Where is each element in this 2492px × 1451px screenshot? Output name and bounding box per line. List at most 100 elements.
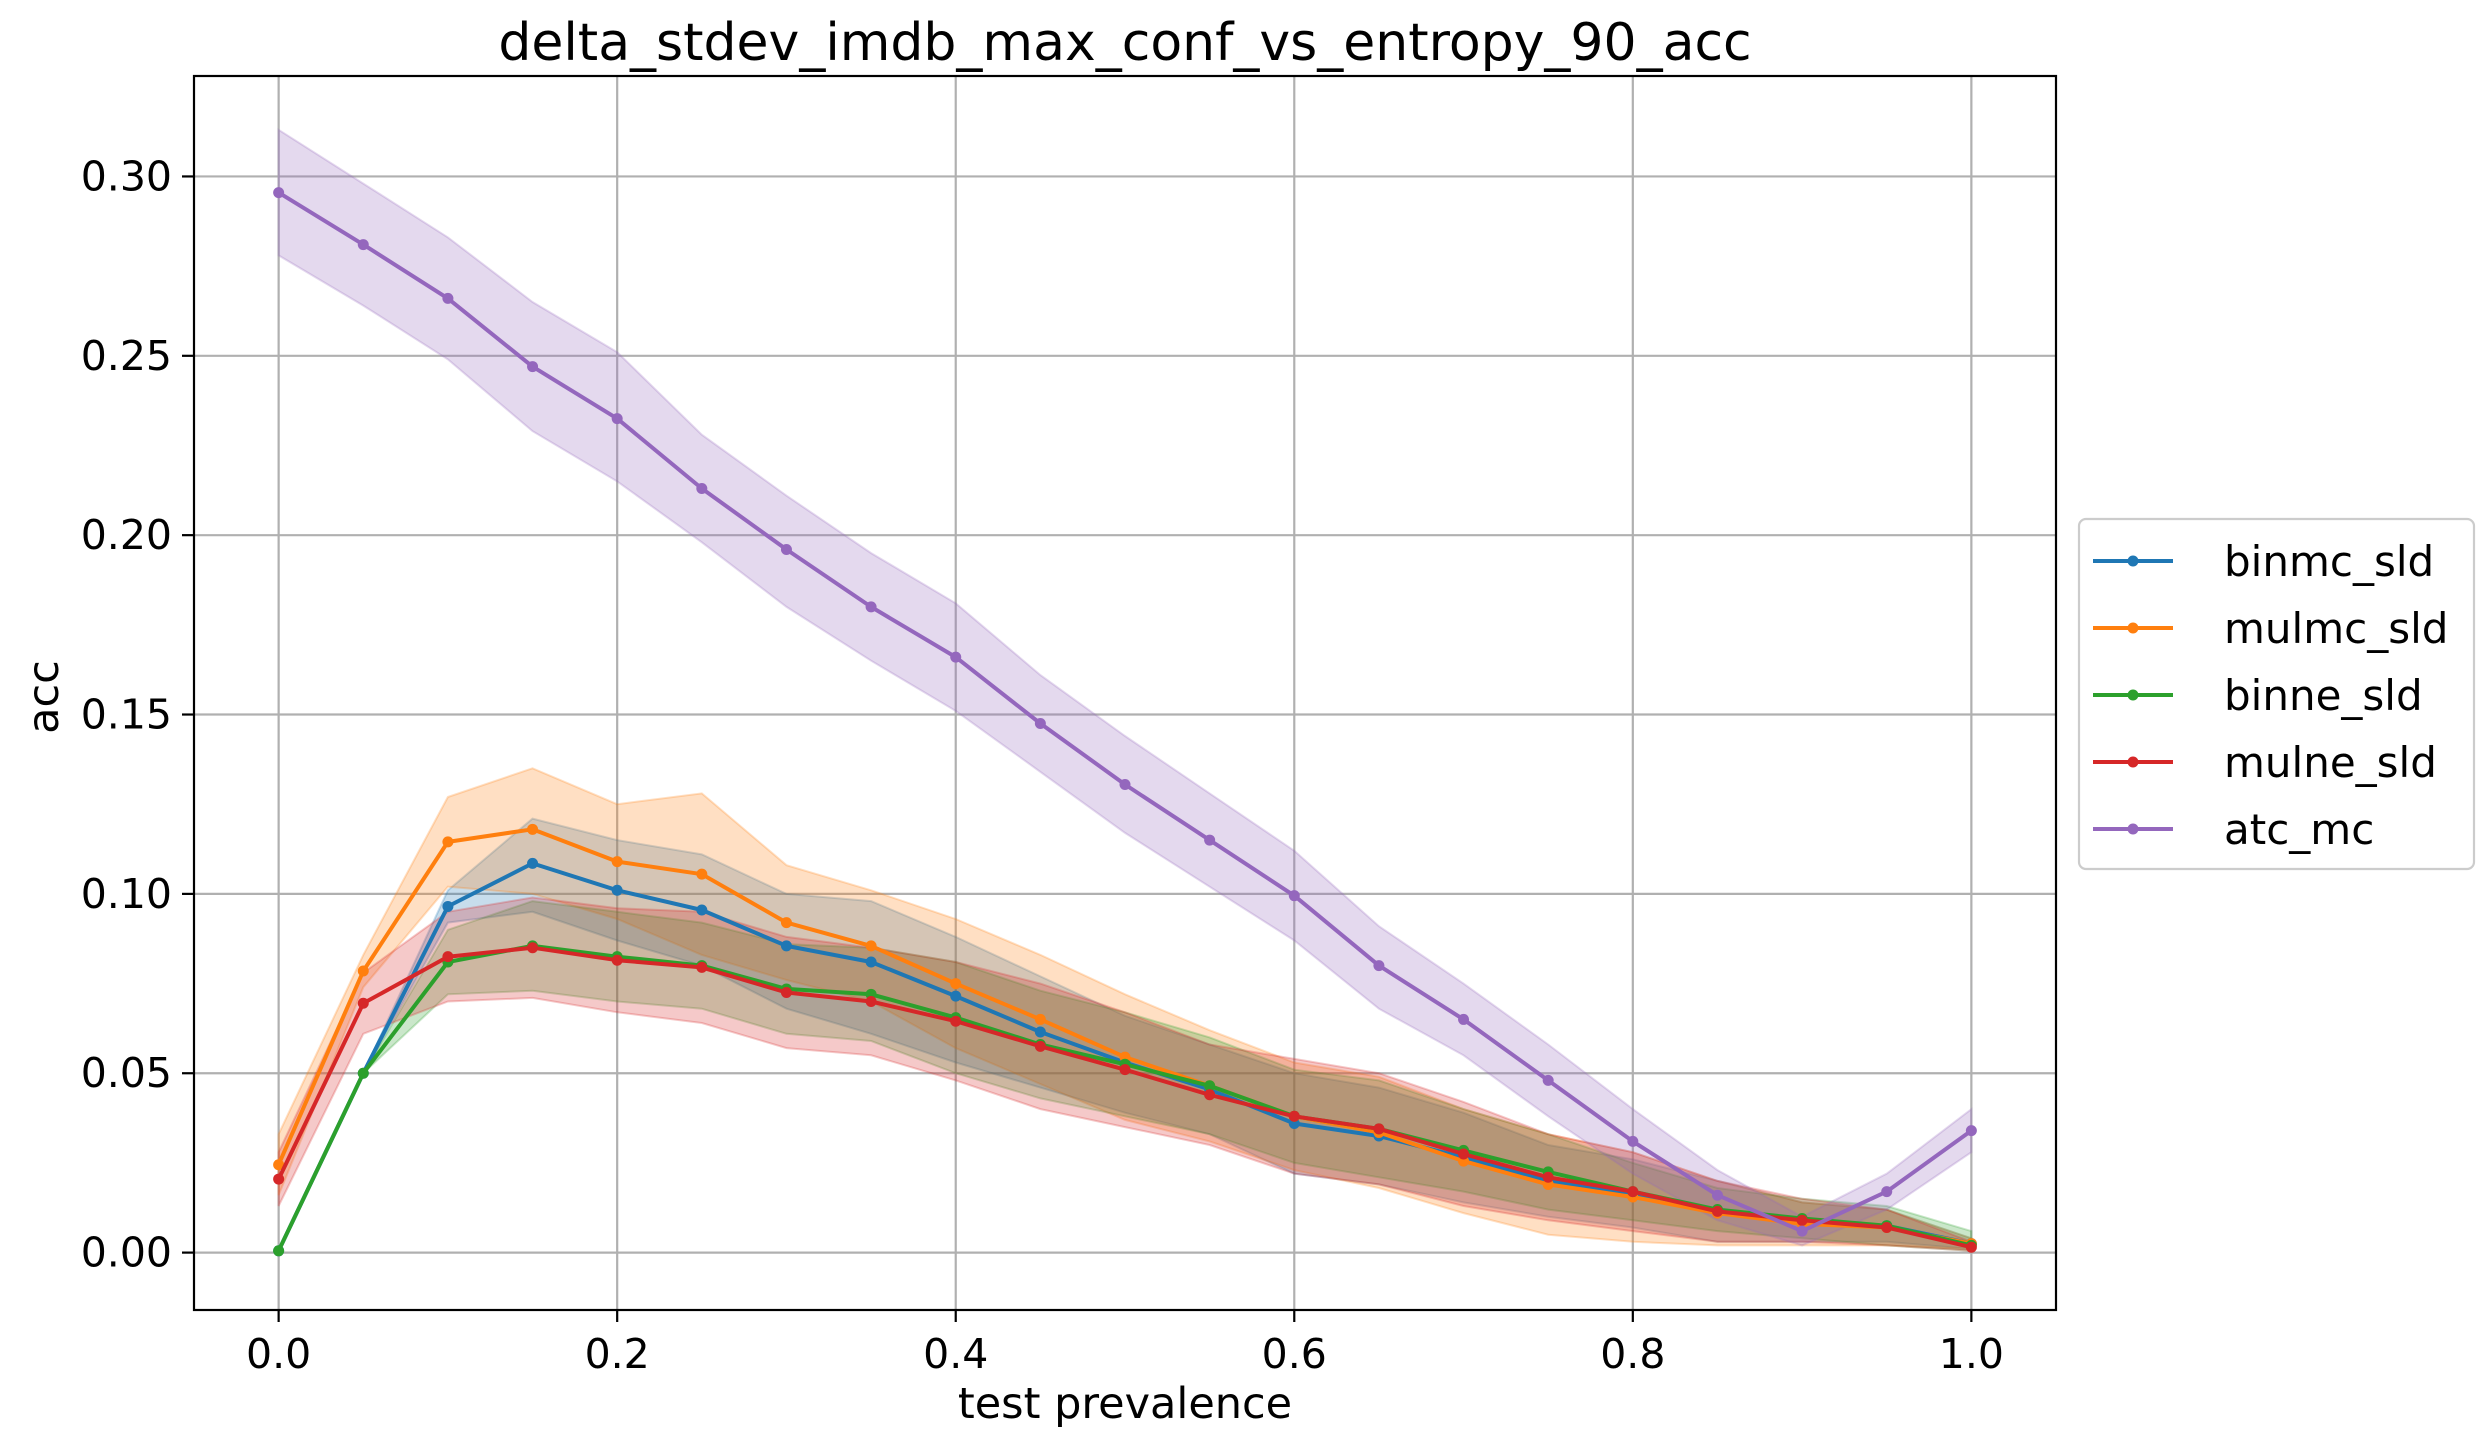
atc_mc-point xyxy=(1204,834,1216,846)
mulne_sld-point xyxy=(1965,1241,1977,1253)
mulne_sld-point xyxy=(1373,1123,1385,1135)
atc_mc-point xyxy=(357,239,369,251)
y-tick-label: 0.20 xyxy=(81,511,172,559)
chart-title: delta_stdev_imdb_max_conf_vs_entropy_90_… xyxy=(498,13,1751,73)
grid xyxy=(194,76,2056,1310)
mulmc_sld-point xyxy=(1034,1013,1046,1025)
mulne_sld-point xyxy=(1881,1221,1893,1233)
mulmc_sld-point xyxy=(357,965,369,977)
mulmc_sld-point xyxy=(527,823,539,835)
atc_mc-confidence-band xyxy=(277,127,1973,1247)
mulmc_sld-point xyxy=(950,978,962,990)
binmc_sld-point xyxy=(696,904,708,916)
legend-entries: binmc_sld mulmc_sld binne_sld mulne_sld atc_… xyxy=(2093,537,2448,854)
plot-area-frame xyxy=(192,74,2058,1312)
atc_mc-point xyxy=(1288,890,1300,902)
atc_mc-point xyxy=(527,361,539,373)
x-tick-label: 0.6 xyxy=(1262,1330,1327,1378)
atc_mc-point xyxy=(1796,1225,1808,1237)
mulne_sld-point xyxy=(1458,1148,1470,1160)
atc_mc-point xyxy=(1711,1189,1723,1201)
mulmc_sld-point xyxy=(442,836,454,848)
y-axis-label: acc xyxy=(19,660,69,734)
mulne_sld-point xyxy=(950,1015,962,1027)
mulne_sld-point xyxy=(865,996,877,1007)
legend-marker-mulne_sld xyxy=(2127,756,2139,768)
atc_mc-point xyxy=(950,651,962,663)
atc_mc-point xyxy=(780,544,792,556)
atc_mc-point xyxy=(1542,1074,1554,1086)
mulne_sld-point xyxy=(442,951,454,963)
legend-marker-binne_sld xyxy=(2127,689,2139,701)
mulne_sld-point xyxy=(1711,1205,1723,1217)
mulne_sld-point xyxy=(780,987,792,999)
y-tick-label: 0.25 xyxy=(81,332,172,380)
binmc_sld-point xyxy=(611,884,623,896)
mulne_sld-point xyxy=(1119,1064,1131,1076)
y-tick-label: 0.00 xyxy=(81,1229,172,1277)
atc_mc-point xyxy=(1373,960,1385,972)
binmc_sld-point xyxy=(442,900,454,912)
axis-ticks: 0.0 0.2 0.4 0.6 0.8 1.0 0.00 0.05 0.10 0.15 0.20 0.… xyxy=(81,152,2004,1378)
y-tick-label: 0.30 xyxy=(81,152,172,200)
binne_sld-point xyxy=(357,1067,369,1079)
mulne_sld-point xyxy=(527,942,539,954)
legend-box xyxy=(2077,517,2476,871)
legend-label-mulne_sld: mulne_sld xyxy=(2224,738,2437,787)
mulne_sld-point xyxy=(611,954,623,966)
y-tick-label: 0.10 xyxy=(81,870,172,918)
legend-label-binmc_sld: binmc_sld xyxy=(2224,537,2434,586)
atc_mc-point xyxy=(696,483,708,495)
binmc_sld-point xyxy=(865,956,877,968)
x-tick-label: 0.0 xyxy=(246,1330,311,1378)
confidence-bands xyxy=(277,127,1973,1252)
atc_mc-point xyxy=(1119,778,1131,790)
atc_mc-point xyxy=(1034,717,1046,729)
x-tick-label: 0.4 xyxy=(923,1330,988,1378)
binmc_sld-point xyxy=(1034,1026,1046,1038)
x-tick-label: 0.8 xyxy=(1600,1330,1665,1378)
mulmc_sld-point xyxy=(865,940,877,952)
mulne_sld-point xyxy=(1288,1110,1300,1122)
mulmc_sld-point xyxy=(696,868,708,880)
binmc_sld-point xyxy=(780,940,792,952)
binne_sld-point xyxy=(273,1245,285,1257)
legend-label-atc_mc: atc_mc xyxy=(2224,805,2374,854)
mulmc_sld-point xyxy=(273,1159,285,1171)
legend: binmc_sld mulmc_sld binne_sld mulne_sld atc_… xyxy=(2077,517,2476,871)
binne_sld-point xyxy=(1204,1080,1216,1092)
mulmc_sld-point xyxy=(780,917,792,929)
mulne_sld-point xyxy=(1542,1171,1554,1183)
x-axis-label: test prevalence xyxy=(958,1379,1292,1429)
mulne_sld-point xyxy=(696,961,708,973)
y-tick-label: 0.15 xyxy=(81,691,172,739)
mulne_sld-point xyxy=(1204,1089,1216,1101)
y-tick-label: 0.05 xyxy=(81,1049,172,1097)
mulne_sld-point xyxy=(273,1173,285,1185)
atc_mc-point xyxy=(273,187,285,199)
legend-marker-mulmc_sld xyxy=(2127,622,2139,634)
atc_mc-point xyxy=(1965,1125,1977,1137)
mulne_sld-point xyxy=(1034,1040,1046,1052)
mulne_sld-point xyxy=(1796,1214,1808,1226)
legend-marker-atc_mc xyxy=(2127,823,2139,835)
mulne_sld-point xyxy=(357,997,369,1009)
atc_mc-point xyxy=(611,413,623,425)
legend-label-binne_sld: binne_sld xyxy=(2224,671,2423,720)
atc_mc-point xyxy=(1458,1013,1470,1025)
atc_mc-point xyxy=(1627,1135,1639,1147)
x-tick-label: 1.0 xyxy=(1939,1330,2004,1378)
atc_mc-point xyxy=(1881,1186,1893,1198)
atc_mc-point xyxy=(865,601,877,613)
series-lines xyxy=(273,187,1977,1257)
atc_mc-point xyxy=(442,292,454,304)
binmc_sld-point xyxy=(527,857,539,869)
binmc_sld-point xyxy=(950,990,962,1002)
legend-label-mulmc_sld: mulmc_sld xyxy=(2224,604,2448,653)
mulmc_sld-point xyxy=(611,856,623,868)
x-tick-label: 0.2 xyxy=(585,1330,650,1378)
mulne_sld-point xyxy=(1627,1186,1639,1198)
legend-marker-binmc_sld xyxy=(2127,555,2139,567)
